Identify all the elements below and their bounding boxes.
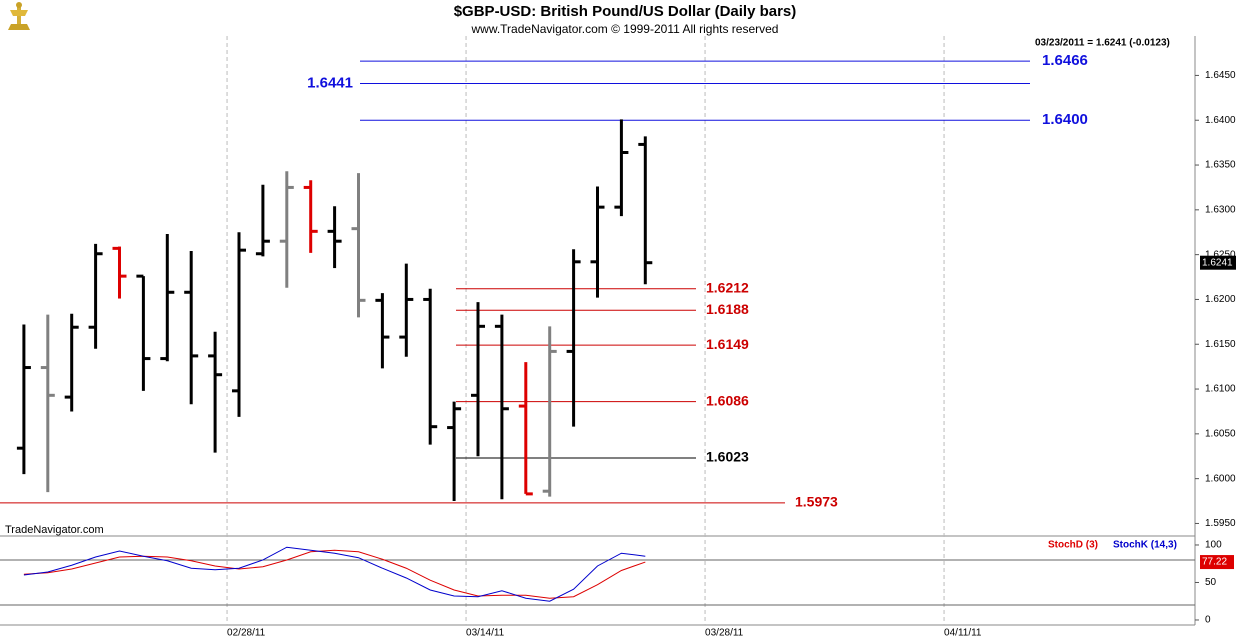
y-tick-label: 1.6200 <box>1205 294 1236 305</box>
x-tick-label: 03/28/11 <box>705 628 744 639</box>
y-tick-label: 100 <box>1205 540 1222 551</box>
y-tick-label: 1.6350 <box>1205 160 1236 171</box>
level-label: 1.6188 <box>706 301 749 317</box>
level-label: 1.6149 <box>706 336 749 352</box>
legend-entry: StochD (3) <box>1048 540 1098 551</box>
level-label: 1.6466 <box>1042 52 1088 69</box>
y-tick-label: 50 <box>1205 577 1217 588</box>
level-label: 1.5973 <box>795 494 838 510</box>
level-label: 1.6086 <box>706 392 749 408</box>
y-tick-label: 0 <box>1205 615 1211 626</box>
y-tick-label: 1.6050 <box>1205 428 1236 439</box>
x-tick-label: 03/14/11 <box>466 628 505 639</box>
level-label: 1.6441 <box>307 74 353 91</box>
y-tick-label: 1.6100 <box>1205 384 1236 395</box>
price-box-label: 1.6241 <box>1202 257 1233 268</box>
stoch-line <box>23 549 646 599</box>
x-tick-label: 04/11/11 <box>944 628 982 639</box>
y-tick-label: 1.6250 <box>1205 249 1236 260</box>
level-label: 1.6400 <box>1042 111 1088 128</box>
chart-subtitle: www.TradeNavigator.com © 1999-2011 All r… <box>471 22 779 36</box>
x-tick-label: 02/28/11 <box>227 628 266 639</box>
info-text: 03/23/2011 = 1.6241 (-0.0123) <box>1035 38 1170 49</box>
level-label: 1.6023 <box>706 449 749 465</box>
value-box-label: 77.22 <box>1202 557 1227 568</box>
y-tick-label: 1.6000 <box>1205 473 1236 484</box>
y-tick-label: 1.6150 <box>1205 339 1236 350</box>
watermark: TradeNavigator.com <box>5 524 104 536</box>
y-tick-label: 1.6400 <box>1205 115 1236 126</box>
value-box <box>1200 555 1234 570</box>
level-label: 1.6212 <box>706 279 749 295</box>
chart-title: $GBP-USD: British Pound/US Dollar (Daily… <box>454 3 797 20</box>
y-tick-label: 1.6450 <box>1205 70 1236 81</box>
logo <box>8 2 30 30</box>
y-tick-label: 1.5950 <box>1205 518 1236 529</box>
stoch-line <box>23 546 646 602</box>
legend-entry: StochK (14,3) <box>1113 540 1177 551</box>
price-box <box>1200 255 1236 270</box>
y-tick-label: 1.6300 <box>1205 204 1236 215</box>
